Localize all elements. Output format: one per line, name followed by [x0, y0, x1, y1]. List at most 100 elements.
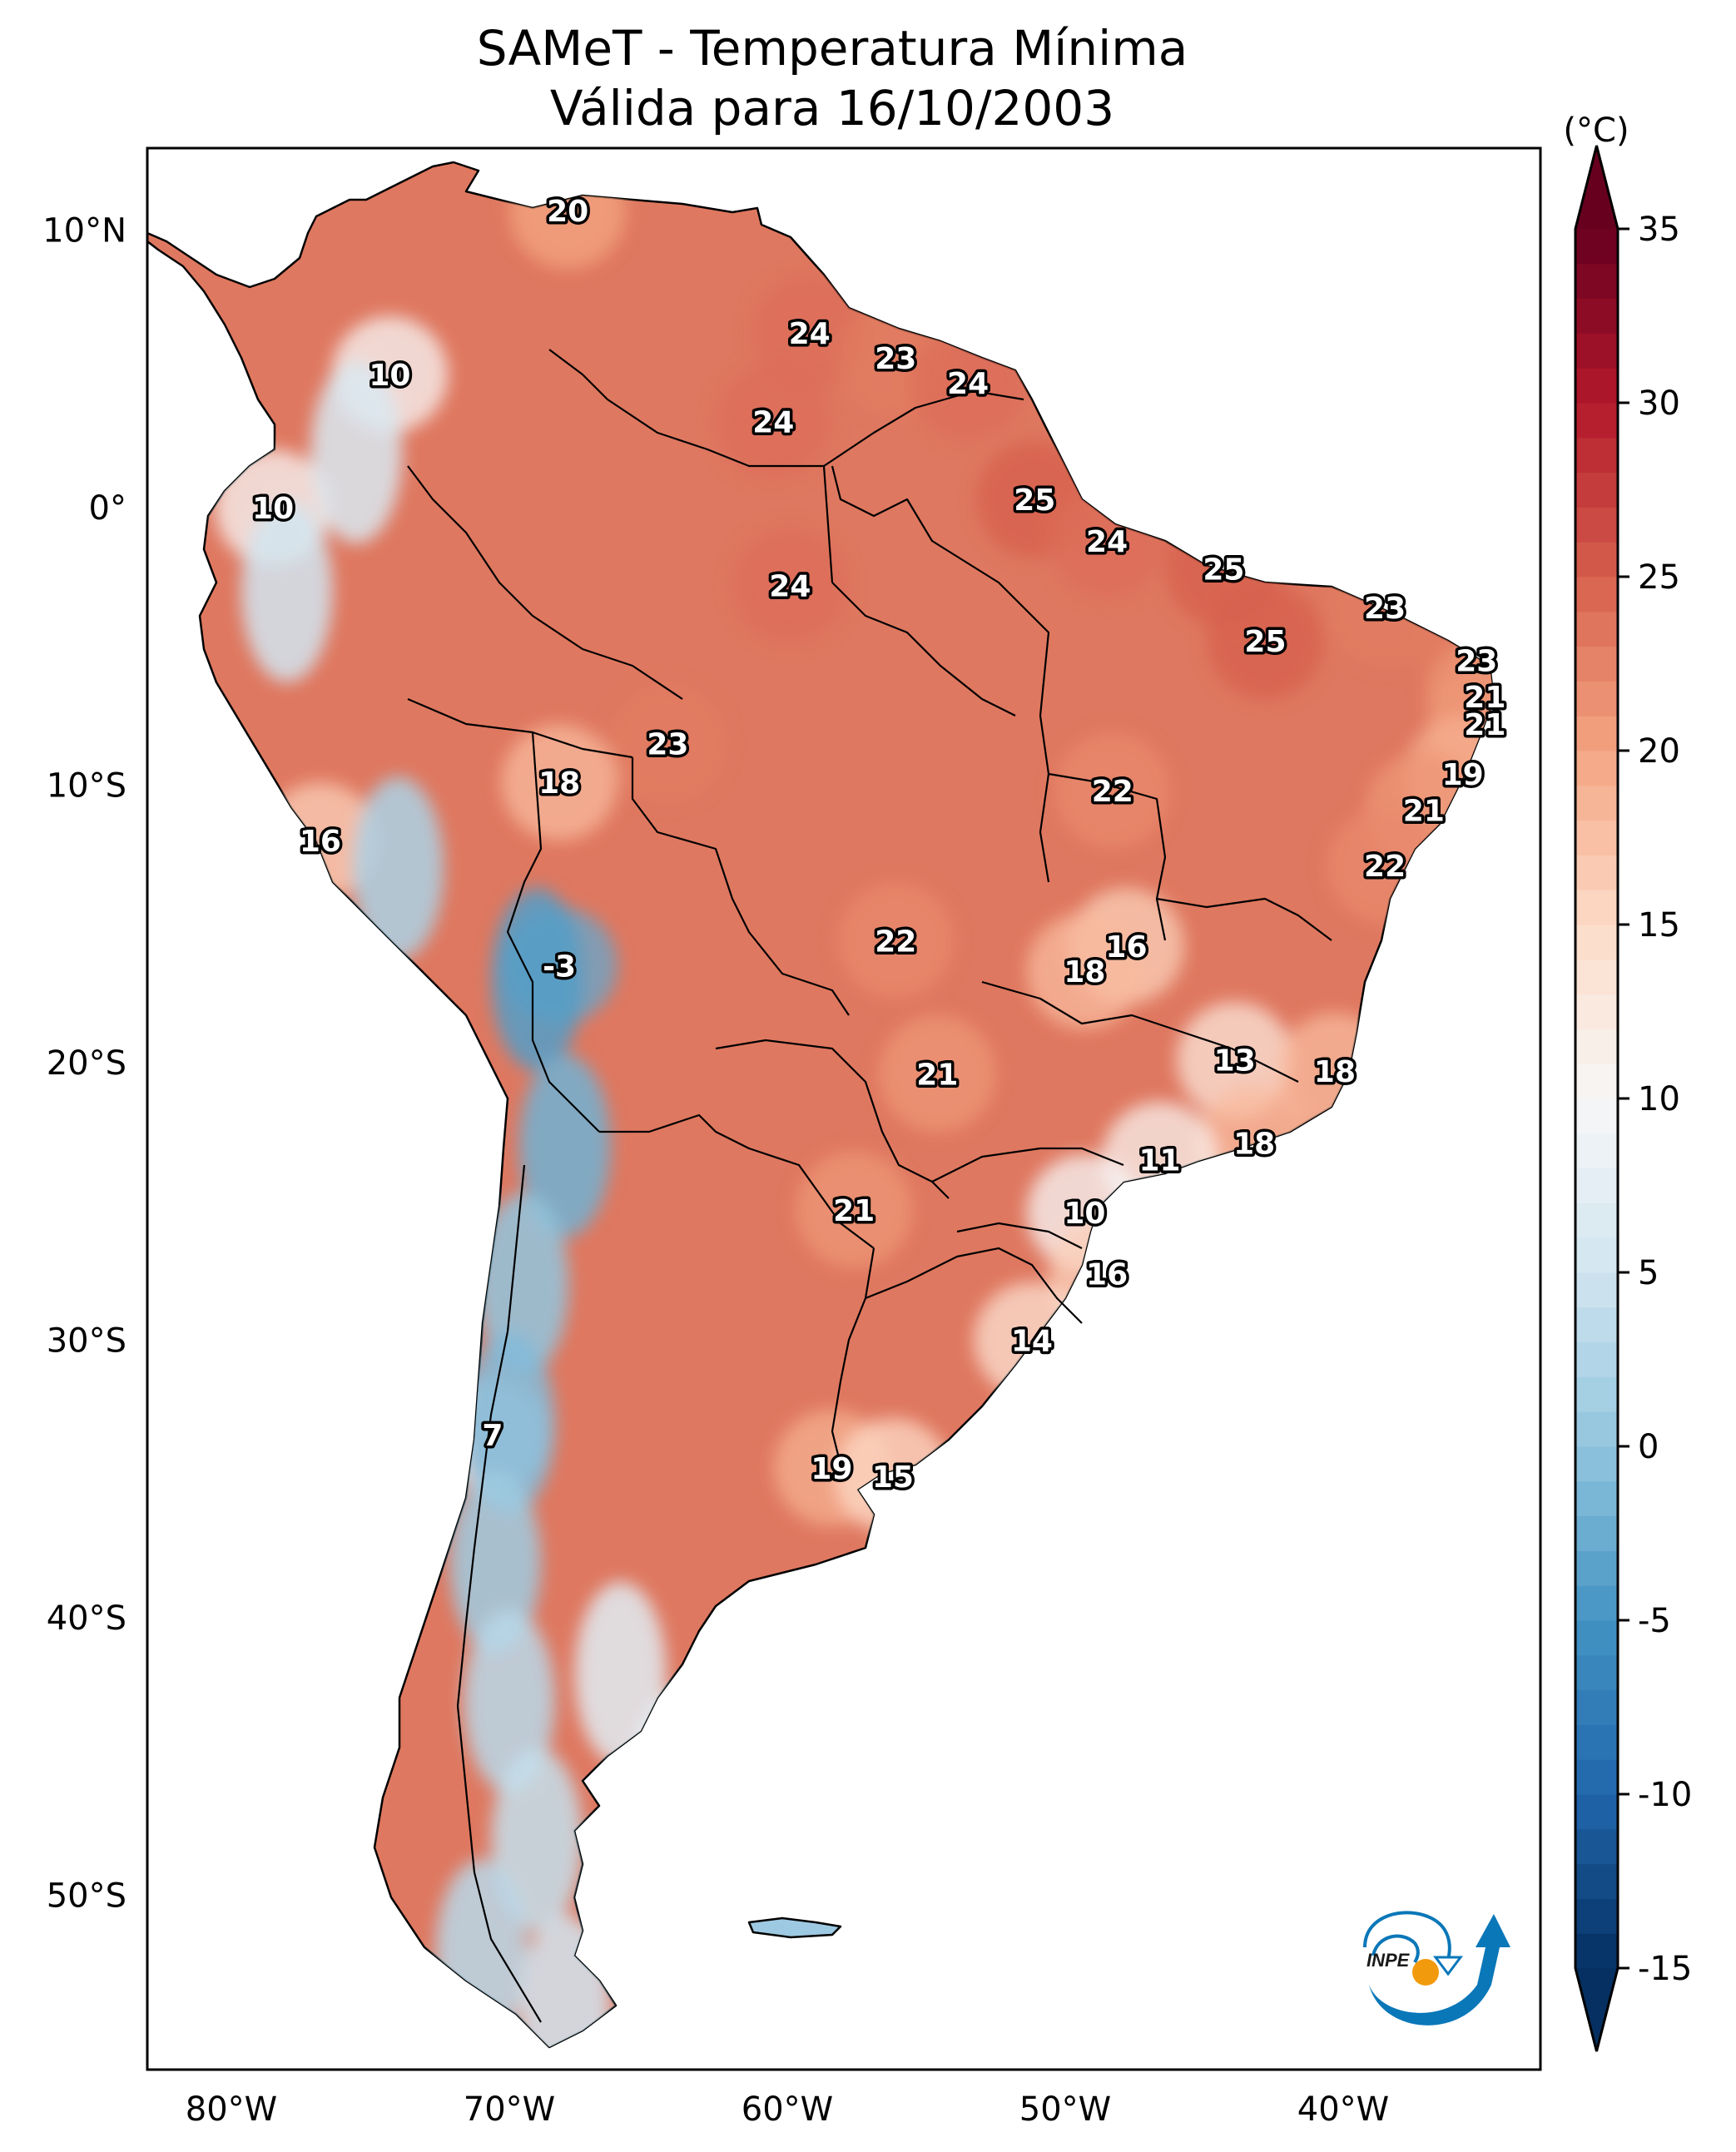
- field-blob: [241, 499, 333, 683]
- station-value-label: 16: [300, 825, 341, 859]
- station-value-label: 18: [538, 766, 580, 801]
- station-value-label: 10: [1064, 1197, 1105, 1231]
- field-blob: [630, 1693, 722, 1877]
- station-value-label: 22: [1092, 775, 1133, 809]
- y-tick-label: 0°: [89, 489, 126, 528]
- logo-outer-swirl-icon: [1363, 1911, 1451, 1961]
- logo-text: INPE: [1366, 1950, 1411, 1971]
- y-tick-label: 10°S: [47, 767, 126, 806]
- colorbar-band: [1575, 925, 1618, 960]
- colorbar-band: [1575, 1759, 1618, 1795]
- colorbar-tick-label: 0: [1638, 1428, 1659, 1466]
- colorbar-band: [1575, 1202, 1618, 1238]
- field-blob: [501, 724, 618, 841]
- chart-title: SAMeT - Temperatura Mínima: [477, 20, 1188, 77]
- colorbar-unit-label: (°C): [1563, 112, 1629, 150]
- x-tick-label: 70°W: [464, 2090, 555, 2129]
- colorbar-tick-label: 15: [1638, 906, 1680, 945]
- field-blob: [477, 1193, 569, 1376]
- colorbar-extend-max: [1575, 146, 1618, 229]
- station-value-label: 10: [369, 359, 410, 393]
- station-value-label: 16: [1086, 1257, 1128, 1292]
- colorbar: (°C) 35 30 25 20 15 10 5 0 -5 -10 -15: [1563, 112, 1692, 2052]
- colorbar-band: [1575, 1515, 1618, 1551]
- field-blob: [435, 1859, 528, 2043]
- chart-subtitle: Válida para 16/10/2003: [550, 80, 1114, 136]
- colorbar-band: [1575, 1064, 1618, 1099]
- logo-sun-icon: [1412, 1959, 1439, 1986]
- colorbar-band: [1575, 1933, 1618, 1969]
- colorbar-band: [1575, 1341, 1618, 1377]
- station-value-label: 23: [1456, 644, 1497, 678]
- station-value-label: 21: [1403, 795, 1445, 829]
- colorbar-band: [1575, 1724, 1618, 1760]
- station-value-label: 24: [752, 406, 794, 440]
- y-tick-label: 20°S: [47, 1044, 126, 1083]
- station-value-label: 25: [1014, 483, 1055, 518]
- station-value-label: 19: [811, 1452, 852, 1486]
- y-tick-label: 50°S: [47, 1877, 126, 1916]
- field-blob: [491, 887, 583, 1071]
- station-value-label: 20: [547, 195, 588, 229]
- y-tick-label: 40°S: [47, 1599, 126, 1638]
- colorbar-band: [1575, 298, 1618, 334]
- colorbar-band: [1575, 1376, 1618, 1412]
- field-blob: [352, 776, 444, 960]
- station-value-label: 10: [252, 492, 294, 526]
- logo-blue-arc-icon: [1369, 1914, 1510, 2026]
- station-value-label: 19: [1442, 758, 1484, 792]
- station-value-label: 7: [482, 1419, 503, 1453]
- colorbar-band: [1575, 577, 1618, 612]
- colorbar-extend-min: [1575, 1968, 1618, 2051]
- colorbar-tick-label: -10: [1638, 1776, 1692, 1814]
- field-blob: [574, 1581, 667, 1765]
- station-value-label: 23: [875, 342, 916, 376]
- field-blob: [1026, 912, 1143, 1029]
- station-value-label: -3: [543, 950, 576, 984]
- colorbar-band: [1575, 1898, 1618, 1934]
- colorbar-tick-label: 20: [1638, 732, 1680, 771]
- colorbar-band: [1575, 1133, 1618, 1169]
- field-blob: [715, 363, 832, 480]
- y-tick-label: 10°N: [42, 212, 126, 250]
- inpe-logo: INPE: [1363, 1911, 1510, 2026]
- colorbar-tick-label: 30: [1638, 384, 1680, 423]
- field-blob: [837, 882, 955, 999]
- station-value-label: 22: [875, 925, 916, 959]
- station-value-label: 16: [1105, 930, 1147, 964]
- field-blob: [310, 360, 403, 544]
- field-blob: [732, 527, 849, 644]
- colorbar-band: [1575, 716, 1618, 751]
- station-value-label: 18: [1233, 1128, 1275, 1162]
- colorbar-band: [1575, 1411, 1618, 1447]
- falkland-islands: [747, 1916, 842, 1939]
- colorbar-band: [1575, 1446, 1618, 1482]
- station-value-label: 24: [947, 367, 989, 401]
- colorbar-tick-label: 35: [1638, 211, 1680, 249]
- colorbar-band: [1575, 1689, 1618, 1725]
- colorbar-band: [1575, 1828, 1618, 1865]
- colorbar-band: [1575, 646, 1618, 682]
- colorbar-band: [1575, 681, 1618, 717]
- colorbar-band: [1575, 542, 1618, 578]
- x-tick-label: 80°W: [186, 2090, 277, 2129]
- field-blob: [1054, 732, 1171, 850]
- y-tick-label: 30°S: [47, 1322, 126, 1361]
- colorbar-band: [1575, 437, 1618, 474]
- station-value-label: 15: [872, 1460, 914, 1495]
- station-value-label: 13: [1214, 1044, 1256, 1078]
- colorbar-band: [1575, 1550, 1618, 1586]
- field-blob: [464, 1609, 555, 1793]
- colorbar-band: [1575, 472, 1618, 508]
- field-blob: [491, 1748, 583, 1931]
- station-value-label: 14: [1011, 1325, 1053, 1359]
- colorbar-band: [1575, 855, 1618, 890]
- field-blob: [449, 1470, 542, 1654]
- x-tick-label: 40°W: [1297, 2090, 1389, 2129]
- colorbar-band: [1575, 229, 1618, 265]
- colorbar-band: [1575, 820, 1618, 855]
- colorbar-band: [1575, 403, 1618, 439]
- colorbar-band: [1575, 1794, 1618, 1830]
- station-value-label: 21: [1464, 681, 1505, 715]
